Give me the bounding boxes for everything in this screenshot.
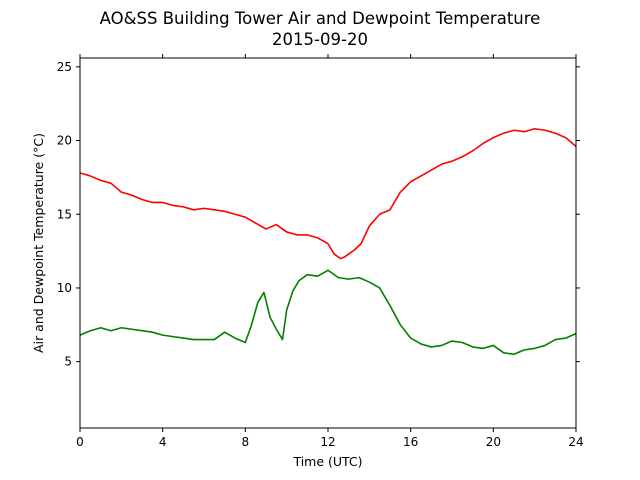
y-tick-label: 20 [57, 134, 72, 148]
y-axis-label: Air and Dewpoint Temperature (°C) [31, 133, 46, 353]
x-axis-label: Time (UTC) [292, 454, 362, 469]
series-line-1 [80, 127, 576, 260]
x-tick-label: 4 [159, 435, 167, 449]
chart-title: AO&SS Building Tower Air and Dewpoint Te… [100, 9, 541, 28]
y-tick-label: 25 [57, 60, 72, 74]
y-tick-label: 10 [57, 281, 72, 295]
x-tick-label: 20 [486, 435, 501, 449]
x-axis-ticks: 0 4 8 12 16 20 24 [76, 54, 584, 449]
y-tick-label: 5 [64, 355, 72, 369]
series-layer [80, 127, 576, 356]
x-tick-label: 12 [320, 435, 335, 449]
y-tick-label: 15 [57, 207, 72, 221]
x-tick-label: 24 [568, 435, 583, 449]
series-line-2 [80, 269, 576, 356]
y-axis-ticks: 5 10 15 20 25 [57, 60, 580, 369]
x-tick-label: 16 [403, 435, 418, 449]
x-tick-label: 0 [76, 435, 84, 449]
chart-subtitle: 2015-09-20 [272, 30, 368, 49]
x-tick-label: 8 [242, 435, 250, 449]
